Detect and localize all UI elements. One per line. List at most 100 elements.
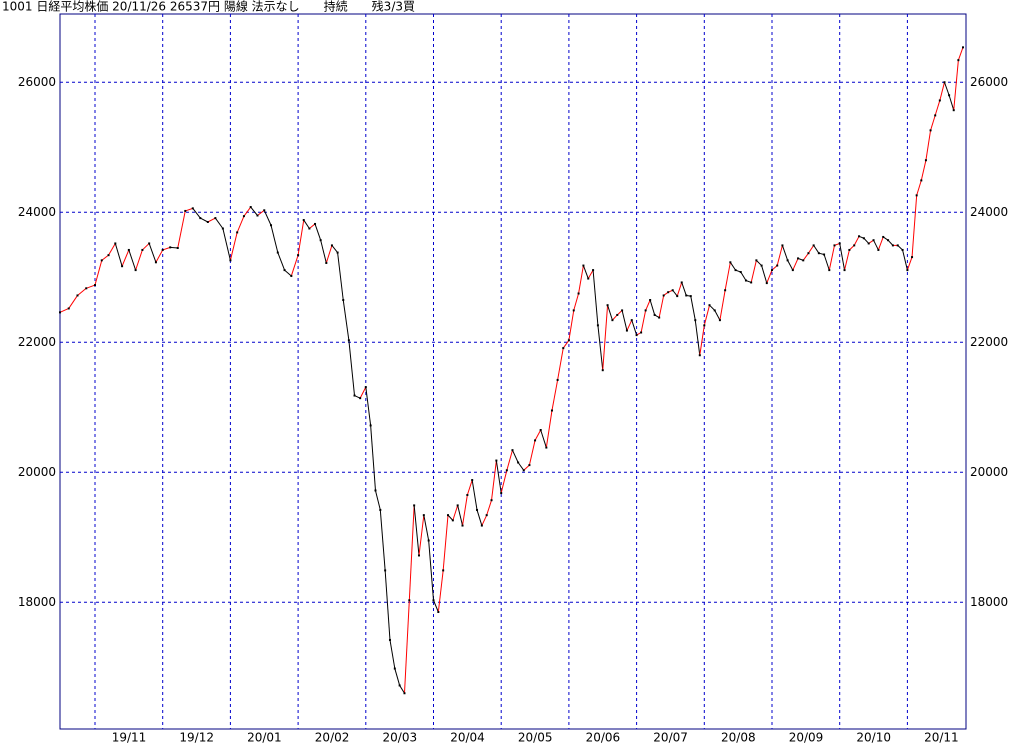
data-point (500, 492, 503, 495)
y-tick-label: 26000 (18, 75, 56, 89)
line-segment (277, 252, 286, 271)
data-point (148, 242, 151, 245)
data-point (290, 274, 293, 277)
data-point (417, 554, 420, 557)
data-point (658, 316, 661, 319)
data-point (447, 514, 450, 517)
data-point (511, 449, 514, 452)
data-point (823, 253, 826, 256)
line-segment (101, 254, 109, 261)
data-point (797, 257, 800, 260)
data-point (562, 347, 565, 350)
line-segment (948, 95, 955, 111)
line-segment (155, 249, 164, 263)
line-segment (471, 479, 478, 511)
line-segment (911, 195, 918, 258)
y-tick-label-right: 20000 (970, 465, 1008, 479)
data-point (838, 242, 841, 245)
line-segment (331, 245, 338, 253)
line-segment (676, 282, 683, 297)
x-tick-label: 20/01 (247, 731, 282, 745)
data-point (887, 239, 890, 242)
line-segment (592, 270, 599, 326)
line-segment (640, 310, 647, 333)
data-point (480, 524, 483, 527)
data-point (325, 261, 328, 264)
line-segment (320, 240, 327, 264)
line-segment (766, 269, 773, 284)
data-point (427, 539, 430, 542)
data-point (882, 235, 885, 238)
line-segment (939, 82, 945, 101)
x-tick-label: 20/04 (450, 731, 485, 745)
line-segment (263, 210, 272, 226)
data-point (302, 219, 305, 222)
x-tick-label: 19/12 (179, 731, 214, 745)
y-tick-label: 22000 (18, 335, 56, 349)
data-point (755, 259, 758, 262)
data-point (662, 294, 665, 297)
plot-frame (59, 13, 967, 730)
data-point (242, 215, 245, 218)
line-segment (379, 509, 386, 571)
line-segment (142, 243, 150, 251)
line-segment (813, 245, 820, 254)
line-segment (645, 299, 651, 311)
line-segment (607, 305, 613, 321)
line-segment (162, 246, 171, 251)
line-segment (557, 348, 564, 381)
line-segment (573, 293, 580, 311)
x-tick-label: 20/03 (383, 731, 418, 745)
data-point (582, 264, 585, 267)
data-point (943, 81, 946, 84)
x-tick-label: 20/10 (856, 731, 891, 745)
line-segment (491, 460, 497, 501)
line-segment (802, 252, 809, 261)
line-segment (108, 243, 116, 256)
line-segment (649, 299, 656, 316)
data-point (896, 244, 899, 247)
data-point (708, 304, 711, 307)
line-segment (399, 685, 405, 694)
data-point (490, 499, 493, 502)
data-point (199, 217, 202, 220)
y-tick-label: 20000 (18, 465, 56, 479)
data-point (161, 248, 164, 251)
data-point (85, 287, 88, 290)
line-segment (222, 228, 231, 261)
line-segment (303, 219, 310, 229)
data-point (256, 214, 259, 217)
x-tick-label: 20/08 (721, 731, 756, 745)
data-point (369, 424, 372, 427)
line-segment (545, 410, 553, 448)
line-segment (457, 505, 464, 526)
data-point (134, 269, 137, 272)
line-segment (626, 319, 633, 331)
data-point (848, 248, 851, 251)
line-segment (877, 236, 884, 251)
data-point (100, 259, 103, 262)
data-point (398, 684, 401, 687)
line-segment (290, 254, 299, 277)
data-point (901, 248, 904, 251)
data-point (915, 194, 918, 197)
data-point (408, 599, 411, 602)
line-segment (902, 249, 908, 271)
line-segment (486, 500, 493, 516)
data-point (437, 611, 440, 613)
data-point (471, 479, 474, 482)
line-segment (114, 243, 123, 267)
x-tick-label: 20/06 (586, 731, 621, 745)
data-point (924, 159, 927, 162)
data-point (765, 282, 768, 285)
line-segment (916, 180, 922, 196)
line-segment (719, 290, 726, 321)
line-segment (602, 305, 609, 371)
data-point (505, 469, 508, 472)
line-segment (200, 217, 209, 223)
line-segment (582, 265, 589, 279)
data-point (644, 309, 647, 312)
data-point (739, 271, 742, 274)
